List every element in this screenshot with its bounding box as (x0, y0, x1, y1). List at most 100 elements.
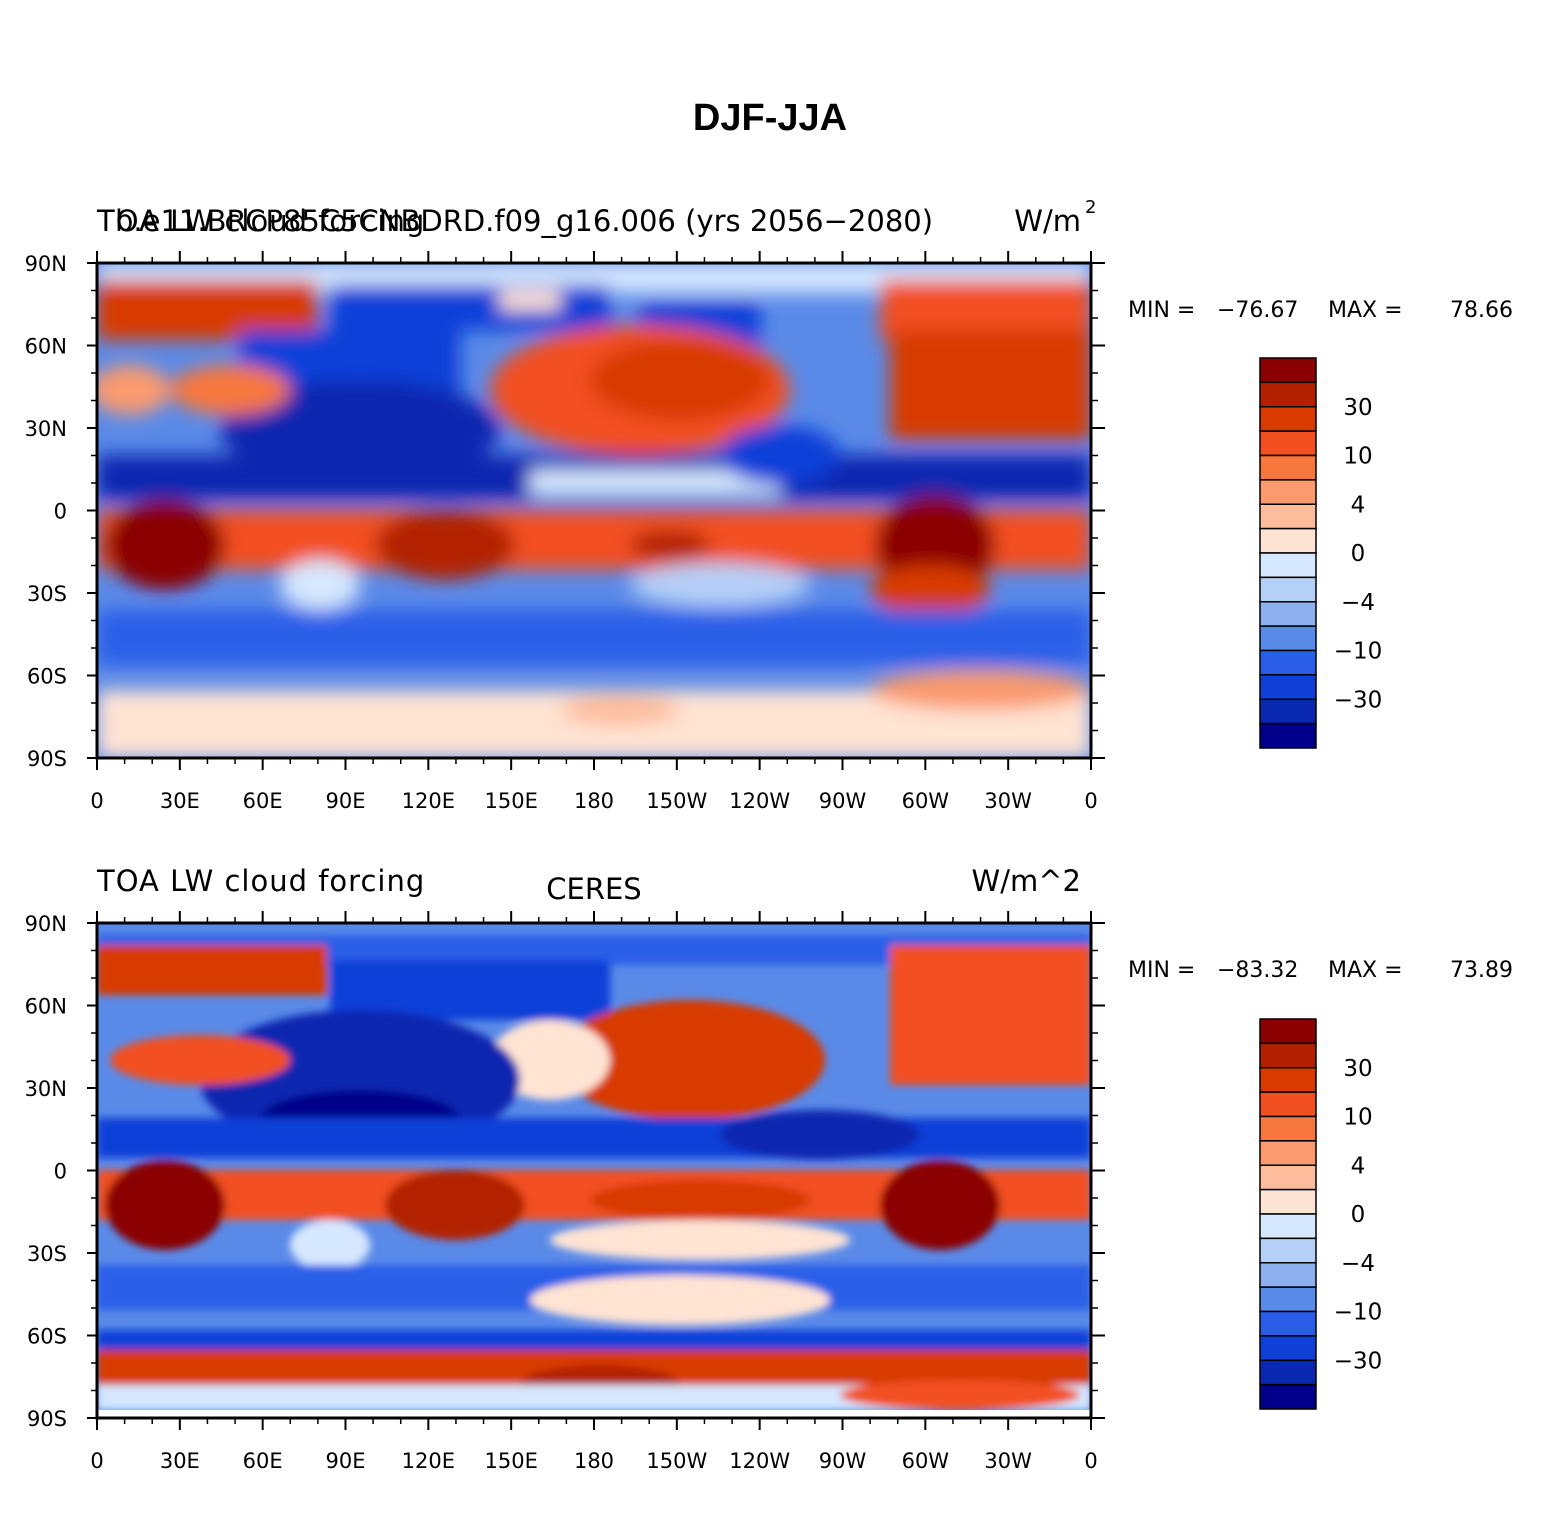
colorbar-box (1259, 1091, 1317, 1118)
lon-tick-label: 180 (574, 1449, 614, 1473)
colorbar-box (1259, 406, 1317, 432)
lon-tick-label: 30W (984, 789, 1032, 813)
colorbar-label: −10 (1334, 639, 1383, 665)
colorbar-box (1259, 357, 1317, 384)
colorbar-box (1259, 1042, 1317, 1069)
lon-tick-label: 30E (160, 1449, 200, 1473)
colorbar-box (1259, 625, 1317, 652)
case-title: b.e11.BRCP85C5CNBDRD.f09_g16.006 (yrs 20… (115, 204, 933, 238)
min-value: −83.32 (1217, 958, 1298, 983)
colorbar-label: 4 (1351, 492, 1366, 518)
colorbar-box (1259, 430, 1317, 457)
lon-tick-label: 90W (819, 1449, 867, 1473)
lon-tick-label: 0 (1084, 789, 1097, 813)
lon-tick-label: 150W (646, 1449, 707, 1473)
lon-tick-label: 30W (984, 1449, 1032, 1473)
colorbar-box (1259, 381, 1317, 408)
min-label: MIN = (1128, 298, 1195, 323)
colorbar-box (1259, 1335, 1317, 1361)
max-value: 73.89 (1450, 958, 1513, 983)
lon-tick-label: 150E (484, 1449, 537, 1473)
lat-tick-label: 90N (25, 912, 67, 936)
lon-tick-label: 60E (243, 1449, 283, 1473)
lat-tick-label: 60S (27, 665, 67, 689)
lat-tick-label: 90N (25, 252, 67, 276)
colorbar-box (1259, 1262, 1317, 1288)
lon-tick-label: 120W (729, 1449, 790, 1473)
colorbar-box (1259, 1237, 1317, 1264)
colorbar-box (1259, 503, 1317, 530)
min-value: −76.67 (1217, 298, 1298, 323)
colorbar-box (1259, 1164, 1317, 1191)
lon-tick-label: 30E (160, 789, 200, 813)
colorbar-box (1259, 1383, 1317, 1410)
min-label: MIN = (1128, 958, 1195, 983)
max-label: MAX = (1328, 958, 1403, 983)
lat-tick-label: 60S (27, 1325, 67, 1349)
lon-tick-label: 120E (402, 789, 455, 813)
map-field-ceres (97, 923, 1091, 1418)
panel-ceres (97, 923, 1091, 1418)
lon-tick-label: 150W (646, 789, 707, 813)
colorbar-box (1259, 1018, 1317, 1045)
units-superscript: 2 (1085, 197, 1096, 218)
colorbar-box (1259, 601, 1317, 627)
colorbar-box (1259, 479, 1317, 505)
lon-tick-label: 0 (90, 789, 103, 813)
colorbar-label: 10 (1343, 1105, 1372, 1131)
colorbar-label: −10 (1334, 1300, 1383, 1326)
colorbar-box (1259, 698, 1317, 725)
units-label: W/m (1014, 204, 1081, 238)
map-field-model (97, 263, 1091, 758)
lat-tick-label: 90S (27, 747, 67, 771)
colorbar-box (1259, 1140, 1317, 1166)
units-label: W/m^2 (972, 864, 1081, 898)
lon-tick-label: 0 (90, 1449, 103, 1473)
colorbar-box (1259, 722, 1317, 749)
colorbar-box (1259, 674, 1317, 700)
figure-title: DJF-JJA (693, 97, 847, 139)
colorbar-label: 0 (1351, 1202, 1366, 1228)
lat-tick-label: 30N (25, 417, 67, 441)
lat-tick-label: 60N (25, 995, 67, 1019)
colorbar-box (1259, 1213, 1317, 1240)
lat-tick-label: 30S (27, 582, 67, 606)
lat-tick-label: 30N (25, 1077, 67, 1101)
colorbar-box (1259, 527, 1317, 554)
lon-tick-label: 180 (574, 789, 614, 813)
lon-tick-label: 60W (902, 1449, 950, 1473)
colorbar-box (1259, 576, 1317, 603)
lon-tick-label: 60E (243, 789, 283, 813)
lon-tick-label: 150E (484, 789, 537, 813)
colorbar-label: 30 (1343, 1056, 1372, 1082)
lon-tick-label: 0 (1084, 1449, 1097, 1473)
left-title: TOA LW cloud forcing (96, 204, 425, 238)
colorbar-label: −30 (1334, 1348, 1383, 1374)
colorbar-label: −4 (1341, 1251, 1375, 1277)
lat-tick-label: 0 (54, 500, 67, 524)
colorbar-label: 10 (1343, 444, 1372, 470)
lon-tick-label: 90W (819, 789, 867, 813)
colorbar-box (1259, 1286, 1317, 1313)
colorbar-box (1259, 1067, 1317, 1093)
colorbar-label: 0 (1351, 541, 1366, 567)
colorbar-box (1259, 649, 1317, 676)
lon-tick-label: 90E (326, 1449, 366, 1473)
colorbar-label: 4 (1351, 1153, 1366, 1179)
lat-tick-label: 0 (54, 1160, 67, 1184)
lon-tick-label: 120W (729, 789, 790, 813)
colorbar-box (1259, 1115, 1317, 1142)
max-value: 78.66 (1450, 298, 1513, 323)
colorbar-box (1259, 1188, 1317, 1215)
lon-tick-label: 120E (402, 1449, 455, 1473)
colorbar-label: −30 (1334, 687, 1383, 713)
colorbar-box (1259, 454, 1317, 481)
colorbar-box (1259, 552, 1317, 579)
center-title: CERES (546, 872, 641, 906)
max-label: MAX = (1328, 298, 1403, 323)
colorbar-box (1259, 1310, 1317, 1337)
colorbar-box (1259, 1359, 1317, 1386)
panel-model (97, 263, 1091, 758)
lon-tick-label: 90E (326, 789, 366, 813)
